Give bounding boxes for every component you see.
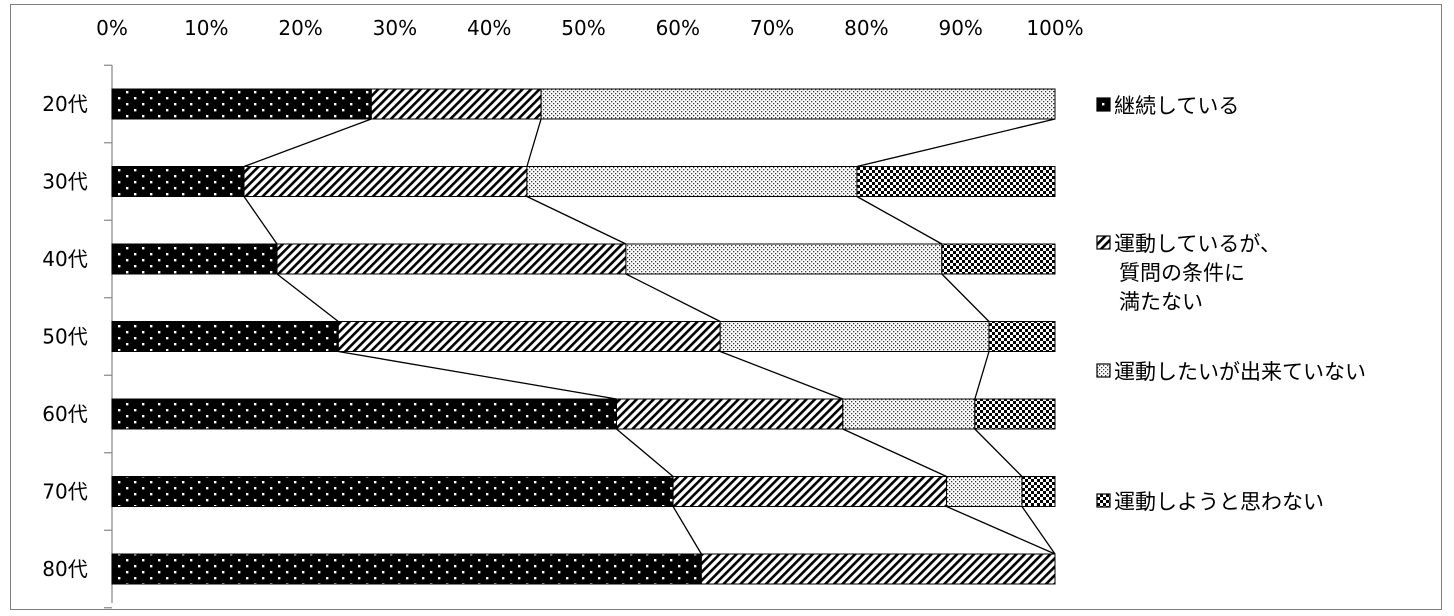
bar-segment: [616, 398, 844, 430]
bar-segment: [370, 88, 542, 120]
x-tick-label: 50%: [561, 16, 605, 40]
series-line: [1021, 506, 1056, 555]
bar-segment: [856, 166, 1056, 197]
x-tick-label: 100%: [1026, 16, 1083, 40]
legend-label: 運動しているが、: [1114, 232, 1281, 256]
chart-frame: 0% 10% 20% 30% 40% 50% 60% 70% 80% 90% 100% 20代 30代 4…: [10, 4, 1442, 610]
legend-label: 継続している: [1114, 94, 1239, 118]
series-line: [941, 273, 990, 322]
bar-segment: [111, 476, 674, 507]
series-line: [243, 196, 278, 245]
x-tick-label: 90%: [938, 16, 982, 40]
x-tick-label: 60%: [656, 16, 700, 40]
category-label: 40代: [42, 247, 87, 271]
series-line: [526, 195, 627, 245]
legend: 継続している運動しているが、質問の条件に満たない運動したいが出来ていない運動しよ…: [1096, 94, 1366, 514]
bar-segment: [941, 243, 1056, 275]
legend-swatch: [1096, 493, 1111, 508]
series-line: [974, 428, 1023, 477]
bar-segment: [842, 398, 976, 430]
x-tick-label: 10%: [184, 16, 228, 40]
x-tick-label: 40%: [467, 16, 511, 40]
category-label: 20代: [42, 92, 87, 116]
series-line: [338, 350, 617, 400]
x-tick-label: 70%: [750, 16, 794, 40]
category-label: 30代: [42, 170, 87, 194]
bar-segment: [1021, 476, 1056, 507]
series-line: [856, 195, 943, 245]
legend-label: 満たない: [1119, 290, 1203, 314]
bar-segment: [111, 398, 618, 430]
series-line: [856, 118, 1056, 168]
legend-label: 質問の条件に: [1119, 261, 1245, 285]
bar-segment: [243, 166, 528, 197]
x-tick-label: 20%: [278, 16, 322, 40]
series-line: [974, 351, 990, 400]
series-line: [946, 505, 1056, 555]
legend-swatch: [1096, 235, 1111, 250]
bar-segment: [672, 476, 948, 507]
series-line: [243, 118, 372, 168]
bar-segment: [111, 321, 339, 352]
bar-segment: [540, 88, 1056, 120]
series-line: [616, 428, 674, 477]
bar-segment: [111, 243, 278, 275]
legend-swatch: [1096, 363, 1111, 378]
bar-segment: [700, 553, 1056, 585]
series-connector-lines: [243, 118, 1056, 555]
bar-segment: [111, 166, 245, 197]
series-line: [720, 350, 844, 400]
x-tick-label: 30%: [373, 16, 417, 40]
bar-segment: [719, 321, 990, 352]
legend-label: 運動したいが出来ていない: [1114, 360, 1366, 384]
series-line: [672, 506, 702, 555]
series-line: [625, 273, 721, 323]
legend-label: 運動しようと思わない: [1114, 490, 1324, 514]
category-label: 80代: [42, 557, 87, 581]
bar-segment: [988, 321, 1056, 352]
legend-swatch: [1096, 97, 1111, 112]
bar-segment: [111, 553, 702, 585]
axis-layer: 0% 10% 20% 30% 40% 50% 60% 70% 80% 90% 100% 20代 30代 4…: [42, 16, 1084, 609]
x-tick-label: 80%: [844, 16, 888, 40]
category-label: 50代: [42, 325, 87, 349]
x-tick-label: 0%: [96, 16, 128, 40]
bar-segment: [526, 166, 858, 197]
stacked-bar-chart: 0% 10% 20% 30% 40% 50% 60% 70% 80% 90% 100% 20代 30代 4…: [42, 16, 1366, 609]
bar-segment: [625, 243, 943, 275]
bar-layer: [111, 88, 1056, 585]
bar-segment: [974, 398, 1056, 430]
series-line: [842, 428, 947, 478]
bar-segment: [337, 321, 721, 352]
category-label: 60代: [42, 402, 87, 426]
bar-segment: [946, 476, 1023, 507]
bar-segment: [276, 243, 627, 275]
category-label: 70代: [42, 480, 87, 504]
bar-segment: [111, 88, 372, 120]
series-line: [276, 273, 339, 323]
series-line: [526, 118, 542, 167]
